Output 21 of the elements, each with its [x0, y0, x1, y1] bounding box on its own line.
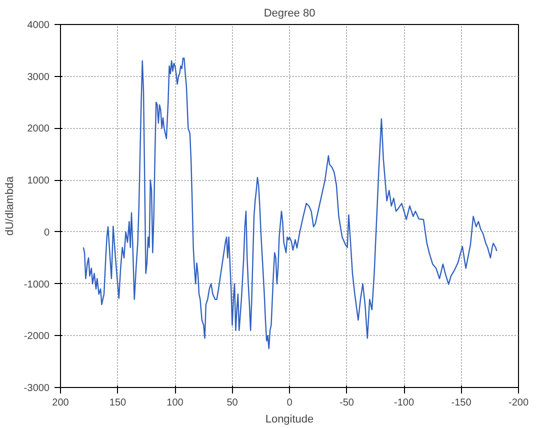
x-tick-label: -200	[508, 398, 529, 408]
y-tick-label: 1000	[27, 176, 50, 187]
x-axis-title: Longitude	[265, 414, 314, 426]
x-tick-label: -100	[394, 398, 414, 408]
x-tick-label: -50	[340, 398, 354, 408]
x-tick-label: 50	[226, 398, 238, 408]
x-tick-label: -150	[451, 398, 472, 408]
y-tick-label: -1000	[24, 279, 50, 290]
y-tick-label: 4000	[27, 20, 50, 31]
x-tick-label: 150	[109, 398, 127, 408]
x-tick-label: 100	[166, 398, 184, 408]
y-tick-label: -3000	[24, 383, 50, 394]
line-series	[82, 58, 498, 350]
y-tick-label: 0	[44, 227, 50, 238]
chart-title: Degree 80	[264, 8, 316, 20]
y-tick-label: 2000	[27, 124, 50, 135]
y-tick-label: -2000	[24, 331, 50, 342]
x-tick-label: 0	[286, 398, 293, 408]
y-axis-title: dU/dlambda	[4, 175, 16, 236]
x-tick-label: 200	[52, 398, 70, 408]
y-tick-label: 3000	[27, 72, 50, 83]
